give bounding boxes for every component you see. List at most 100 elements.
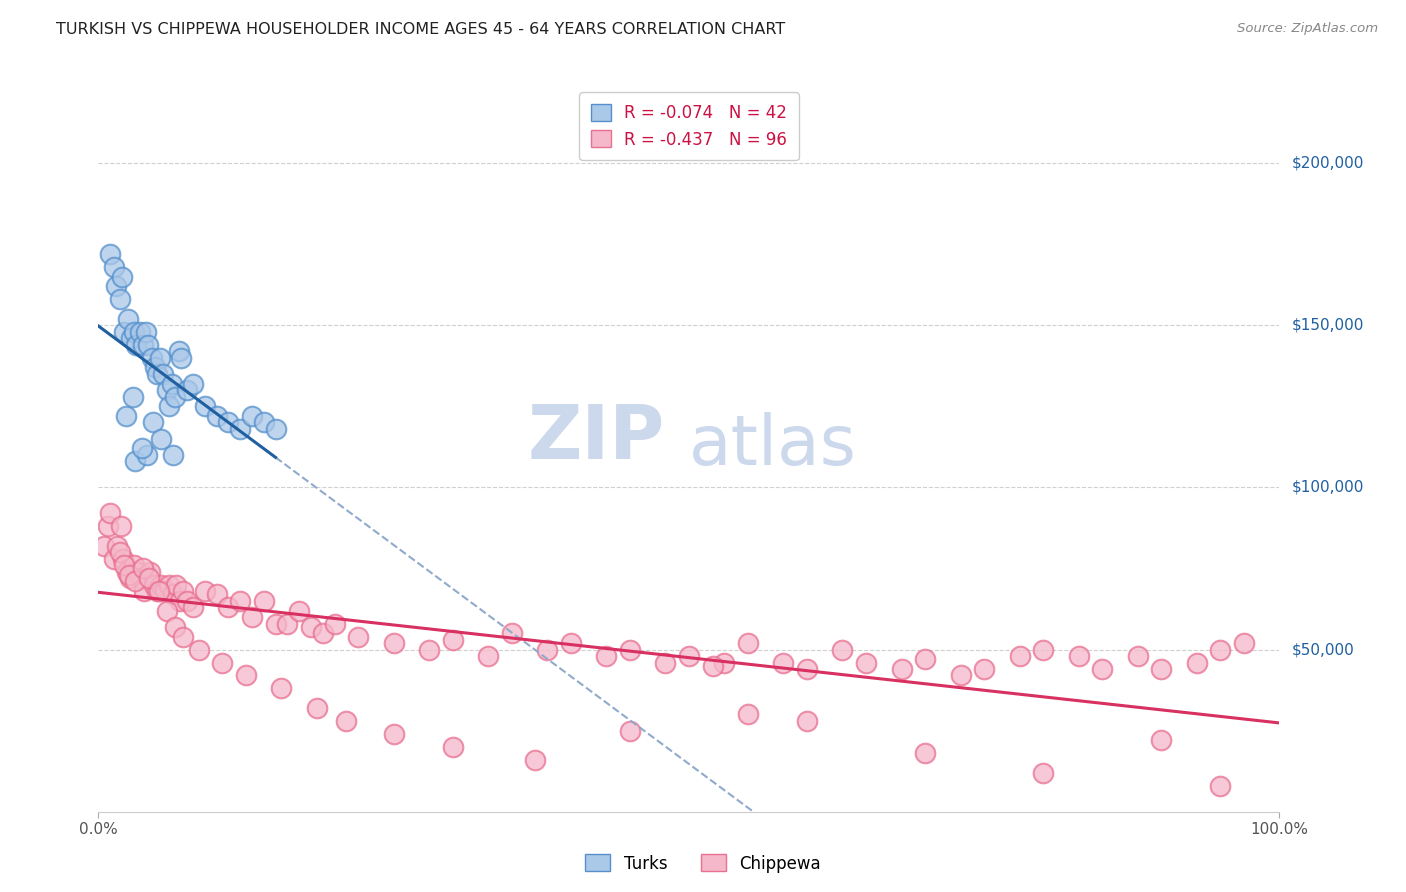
Point — [129, 571, 152, 585]
Point — [235, 668, 257, 682]
Text: Source: ZipAtlas.com: Source: ZipAtlas.com — [1237, 22, 1378, 36]
Point — [229, 594, 252, 608]
Point — [149, 351, 172, 365]
Point — [1091, 662, 1114, 676]
Point — [156, 383, 179, 397]
Point — [108, 292, 131, 306]
Point — [138, 571, 160, 585]
Point — [181, 600, 204, 615]
Point — [737, 707, 759, 722]
Point — [796, 662, 818, 676]
Point — [560, 636, 582, 650]
Point — [156, 604, 179, 618]
Point — [619, 723, 641, 738]
Point — [441, 632, 464, 647]
Point — [702, 658, 724, 673]
Point — [194, 399, 217, 413]
Point — [335, 714, 357, 728]
Point — [122, 558, 145, 573]
Point — [118, 568, 141, 582]
Point — [737, 636, 759, 650]
Point — [276, 616, 298, 631]
Point — [619, 642, 641, 657]
Text: $150,000: $150,000 — [1291, 318, 1364, 333]
Point — [1209, 779, 1232, 793]
Point — [1008, 648, 1031, 663]
Point — [93, 539, 115, 553]
Text: ZIP: ZIP — [529, 402, 665, 475]
Point — [772, 656, 794, 670]
Point — [713, 656, 735, 670]
Point — [157, 399, 180, 413]
Text: $50,000: $50,000 — [1291, 642, 1354, 657]
Point — [949, 668, 972, 682]
Point — [146, 367, 169, 381]
Point — [160, 376, 183, 391]
Legend: Turks, Chippewa: Turks, Chippewa — [579, 847, 827, 880]
Point — [132, 561, 155, 575]
Point — [1185, 656, 1208, 670]
Point — [120, 571, 142, 585]
Point — [176, 594, 198, 608]
Point — [264, 616, 287, 631]
Point — [477, 648, 499, 663]
Point — [150, 577, 173, 591]
Point — [299, 620, 322, 634]
Point — [136, 337, 159, 351]
Point — [146, 584, 169, 599]
Point — [97, 519, 120, 533]
Point — [165, 620, 187, 634]
Text: $100,000: $100,000 — [1291, 480, 1364, 495]
Point — [536, 642, 558, 657]
Point — [176, 383, 198, 397]
Point — [103, 260, 125, 274]
Point — [112, 551, 135, 566]
Point — [181, 376, 204, 391]
Point — [501, 626, 523, 640]
Point — [973, 662, 995, 676]
Point — [217, 600, 239, 615]
Point — [165, 577, 187, 591]
Point — [217, 416, 239, 430]
Point — [162, 587, 184, 601]
Point — [112, 325, 135, 339]
Point — [122, 325, 145, 339]
Point — [128, 325, 150, 339]
Point — [347, 630, 370, 644]
Point — [135, 448, 157, 462]
Point — [796, 714, 818, 728]
Point — [194, 584, 217, 599]
Point — [441, 739, 464, 754]
Point — [125, 337, 148, 351]
Point — [134, 584, 156, 599]
Point — [205, 587, 228, 601]
Point — [143, 360, 166, 375]
Point — [127, 565, 149, 579]
Point — [115, 565, 138, 579]
Point — [157, 577, 180, 591]
Point — [418, 642, 440, 657]
Point — [382, 727, 405, 741]
Point — [1032, 642, 1054, 657]
Point — [678, 648, 700, 663]
Point — [229, 422, 252, 436]
Point — [1150, 733, 1173, 747]
Point — [382, 636, 405, 650]
Point — [148, 584, 170, 599]
Point — [264, 422, 287, 436]
Point — [131, 442, 153, 456]
Point — [98, 506, 121, 520]
Point — [139, 565, 162, 579]
Point — [169, 594, 191, 608]
Text: $200,000: $200,000 — [1291, 155, 1364, 170]
Point — [170, 351, 193, 365]
Point — [253, 416, 276, 430]
Point — [890, 662, 912, 676]
Point — [112, 558, 135, 573]
Point — [288, 604, 311, 618]
Point — [152, 367, 174, 381]
Point — [121, 390, 143, 404]
Point — [153, 584, 176, 599]
Point — [142, 577, 165, 591]
Text: atlas: atlas — [689, 412, 856, 479]
